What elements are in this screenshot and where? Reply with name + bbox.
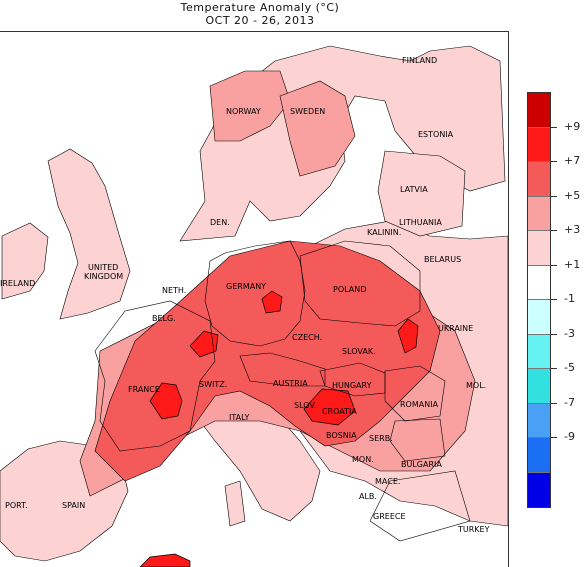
- legend-swatch: [528, 196, 550, 231]
- legend-label: +5: [564, 188, 581, 202]
- label-switzerland: SWITZ.: [199, 380, 227, 389]
- legend-label: -9: [564, 430, 575, 443]
- color-legend: [527, 92, 551, 508]
- legend-swatch: [528, 438, 550, 473]
- label-hungary: HUNGARY: [332, 381, 372, 390]
- label-ireland: IRELAND: [0, 279, 35, 288]
- label-montenegro: MON.: [352, 455, 374, 464]
- label-lithuania: LITHUANIA: [399, 218, 442, 227]
- legend-swatch: [528, 265, 550, 300]
- map-date-range: OCT 20 - 26, 2013: [205, 14, 315, 27]
- label-slovenia: SLOV.: [294, 401, 316, 410]
- legend-swatch: [528, 334, 550, 369]
- legend-label: -5: [564, 361, 575, 374]
- hotspot-north-africa: [139, 553, 191, 567]
- legend-tick: [551, 299, 557, 300]
- label-slovakia: SLOVAK.: [342, 347, 376, 356]
- label-estonia: ESTONIA: [418, 130, 454, 139]
- legend-tick: [551, 368, 557, 369]
- label-bulgaria: BULGARIA: [401, 460, 442, 469]
- label-poland: POLAND: [333, 285, 366, 294]
- legend-tick: [551, 195, 557, 197]
- legend-label: -1: [564, 292, 575, 305]
- label-albania: ALB.: [359, 492, 377, 501]
- anomaly-map: FINLAND NORWAY SWEDEN ESTONIA LATVIA LIT…: [0, 31, 509, 567]
- label-denmark: DEN.: [210, 218, 230, 227]
- label-croatia: CROATIA: [322, 407, 357, 416]
- country-borders: [94, 240, 471, 542]
- legend-swatch: [528, 162, 550, 197]
- legend-label: +1: [564, 257, 581, 271]
- legend-swatch: [528, 300, 550, 335]
- legend-tick: [551, 161, 557, 162]
- label-kalinin: KALININ.: [367, 228, 401, 237]
- label-latvia: LATVIA: [400, 185, 428, 194]
- legend-tick: [551, 437, 557, 438]
- label-france: FRANCE: [128, 385, 160, 394]
- label-spain: SPAIN: [62, 501, 85, 510]
- label-germany: GERMANY: [226, 282, 266, 291]
- label-turkey: TURKEY: [457, 525, 490, 534]
- legend-tick: [551, 230, 557, 231]
- label-czech: CZECH.: [292, 333, 322, 342]
- label-austria: AUSTRIA: [273, 379, 308, 388]
- legend-swatch: [528, 93, 550, 128]
- map-title: Temperature Anomaly (°C): [180, 1, 340, 14]
- legend-tick: [551, 126, 557, 128]
- legend-swatch: [528, 127, 550, 162]
- label-moldova: MOL.: [466, 381, 486, 390]
- label-ukraine: UKRAINE: [438, 324, 473, 333]
- label-kingdom: KINGDOM: [84, 272, 123, 281]
- hotspot-ukraine: [397, 318, 419, 354]
- hotspot-germany: [261, 290, 283, 314]
- label-serbia: SERB.: [369, 434, 393, 443]
- legend-label: -7: [564, 395, 575, 409]
- label-finland: FINLAND: [402, 56, 437, 65]
- legend-swatch: [528, 403, 550, 438]
- label-united: UNITED: [88, 263, 118, 272]
- legend-swatch: [528, 231, 550, 266]
- label-greece: GREECE: [373, 512, 406, 521]
- legend-label: +7: [564, 154, 581, 167]
- europe-map-svg: FINLAND NORWAY SWEDEN ESTONIA LATVIA LIT…: [0, 32, 508, 567]
- label-netherlands: NETH.: [162, 286, 186, 295]
- legend-swatch: [528, 369, 550, 404]
- legend-tick: [551, 333, 557, 335]
- label-portugal: PORT.: [5, 501, 28, 510]
- legend-swatch: [528, 472, 550, 507]
- label-bosnia: BOSNIA: [326, 431, 357, 440]
- label-belgium: BELG.: [152, 314, 176, 323]
- label-norway: NORWAY: [226, 107, 261, 116]
- legend-label: +9: [564, 119, 581, 133]
- hotspot-croatia: [303, 388, 356, 426]
- country-labels: FINLAND NORWAY SWEDEN ESTONIA LATVIA LIT…: [0, 56, 490, 534]
- anomaly-band-5to7: [94, 240, 441, 482]
- label-macedonia: MACE.: [375, 477, 400, 486]
- label-romania: ROMANIA: [400, 400, 439, 409]
- label-italy: ITALY: [229, 413, 249, 422]
- hotspot-france: [149, 382, 183, 420]
- legend-tick: [551, 264, 557, 266]
- hotspot-east-france: [189, 330, 219, 358]
- legend-label: -3: [564, 326, 575, 340]
- anomaly-band-7to9: [139, 290, 419, 567]
- legend-label: +3: [564, 223, 581, 236]
- legend-tick: [551, 402, 557, 404]
- label-sweden: SWEDEN: [290, 107, 325, 116]
- label-belarus: BELARUS: [424, 255, 461, 264]
